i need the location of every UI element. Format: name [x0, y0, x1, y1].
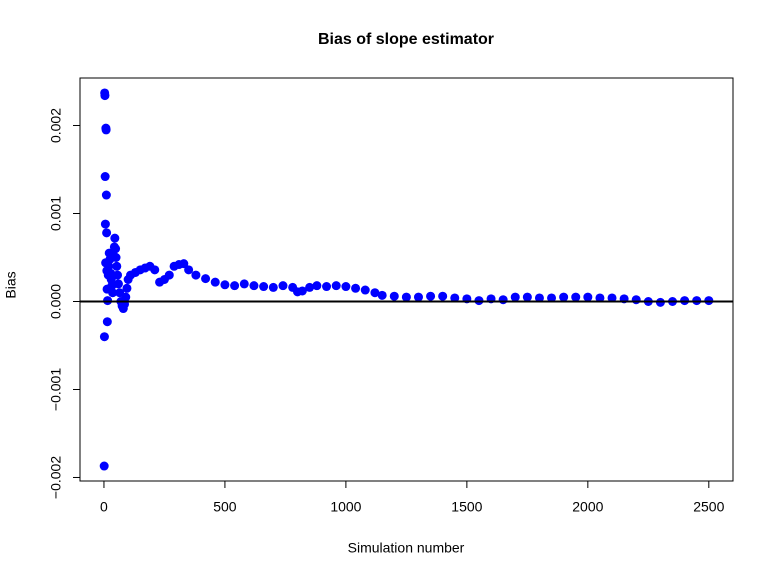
point	[100, 91, 110, 101]
point	[571, 292, 581, 302]
point	[305, 282, 315, 292]
point	[401, 292, 411, 302]
point	[278, 281, 288, 291]
y-tick-label: 0.002	[48, 108, 64, 143]
point	[220, 280, 230, 290]
point	[101, 190, 111, 200]
point	[210, 277, 220, 287]
point	[510, 292, 520, 302]
point	[184, 265, 194, 275]
point	[547, 293, 557, 303]
point	[297, 286, 307, 296]
point	[268, 282, 278, 292]
point	[351, 283, 361, 293]
point	[559, 292, 569, 302]
point	[331, 281, 341, 291]
point	[104, 261, 114, 271]
point	[164, 270, 174, 280]
point	[534, 293, 544, 303]
x-tick-label: 1500	[451, 499, 482, 515]
point	[113, 279, 123, 289]
point	[438, 291, 448, 301]
chart-title: Bias of slope estimator	[318, 31, 494, 48]
y-tick-label: 0.000	[48, 284, 64, 319]
point	[312, 281, 322, 291]
point	[111, 253, 121, 263]
point	[370, 288, 380, 298]
point	[583, 292, 593, 302]
point	[522, 292, 532, 302]
point	[239, 279, 249, 289]
plot-box	[79, 77, 734, 482]
x-tick-label: 1000	[330, 499, 361, 515]
point	[191, 270, 201, 280]
point	[110, 233, 120, 243]
y-tick-label: −0.002	[48, 456, 64, 499]
point	[102, 228, 112, 238]
point	[111, 244, 121, 254]
point	[607, 293, 617, 303]
point	[259, 282, 269, 292]
point	[179, 259, 189, 269]
y-tick-label: 0.001	[48, 196, 64, 231]
point	[101, 125, 111, 135]
point	[112, 261, 122, 271]
point	[341, 282, 351, 292]
x-tick-label: 500	[213, 499, 237, 515]
point	[150, 265, 160, 275]
x-axis-label: Simulation number	[348, 540, 465, 556]
point	[113, 270, 123, 280]
point	[631, 295, 641, 305]
point	[595, 293, 605, 303]
point	[99, 461, 109, 471]
x-tick-label: 0	[100, 499, 108, 515]
point	[121, 292, 131, 302]
point	[230, 281, 240, 291]
point	[249, 281, 259, 291]
point	[108, 288, 118, 298]
point	[389, 291, 399, 301]
point	[377, 290, 387, 300]
point	[426, 291, 436, 301]
point	[122, 283, 132, 293]
point	[201, 274, 211, 284]
point	[100, 172, 110, 182]
y-tick-label: −0.001	[48, 368, 64, 411]
point	[498, 295, 508, 305]
point	[99, 332, 109, 342]
point	[413, 292, 423, 302]
x-tick-label: 2500	[693, 499, 724, 515]
y-axis-label: Bias	[3, 271, 19, 298]
point	[450, 293, 460, 303]
point	[360, 285, 370, 295]
point	[100, 219, 110, 229]
point	[102, 317, 112, 327]
point	[322, 282, 332, 292]
x-tick-label: 2000	[572, 499, 603, 515]
